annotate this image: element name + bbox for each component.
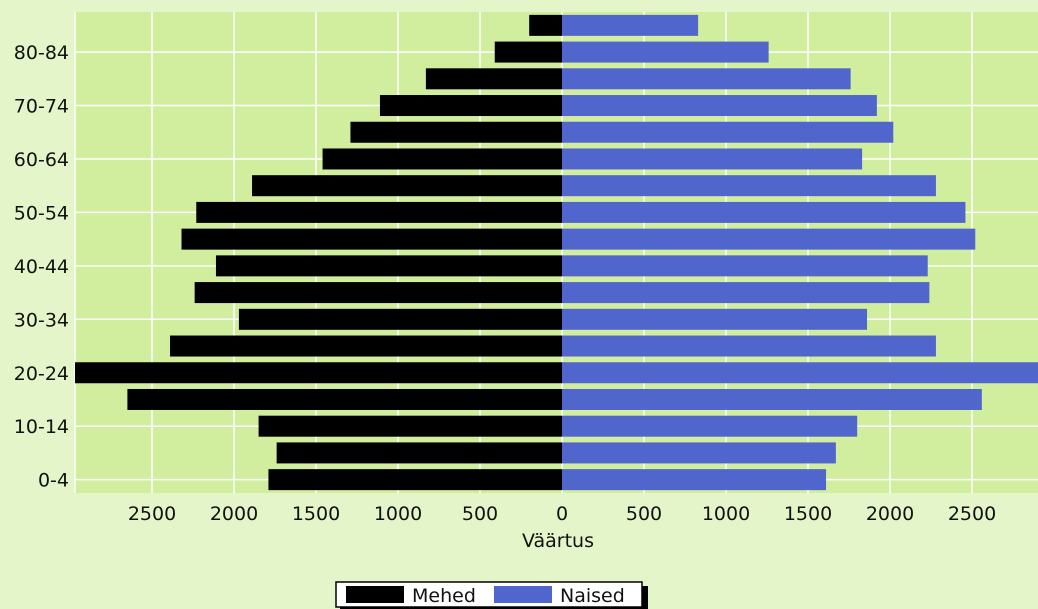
bar-mehed-30-34 bbox=[238, 308, 563, 330]
bar-naised-75-79 bbox=[562, 68, 851, 90]
bar-naised-60-64 bbox=[562, 148, 863, 170]
bar-naised-5-9 bbox=[562, 442, 836, 464]
legend: Mehed Naised bbox=[335, 581, 648, 609]
x-tick-label: 2000 bbox=[210, 503, 258, 525]
bar-naised-70-74 bbox=[562, 95, 877, 117]
y-tick-label: 0-4 bbox=[38, 470, 69, 492]
bar-naised-85+ bbox=[562, 14, 699, 36]
legend-label-naised: Naised bbox=[560, 585, 625, 607]
bar-naised-30-34 bbox=[562, 308, 868, 330]
x-tick-label: 500 bbox=[462, 503, 498, 525]
x-tick-label: 2500 bbox=[128, 503, 176, 525]
bar-naised-0-4 bbox=[562, 469, 827, 491]
bar-mehed-80-84 bbox=[494, 41, 562, 63]
bar-naised-25-29 bbox=[562, 335, 936, 357]
bar-naised-40-44 bbox=[562, 255, 928, 277]
bar-naised-35-39 bbox=[562, 282, 930, 304]
bar-naised-20-24 bbox=[562, 362, 1038, 384]
bar-naised-55-59 bbox=[562, 175, 936, 197]
bar-mehed-85+ bbox=[529, 14, 562, 36]
legend-swatch-mehed bbox=[346, 586, 404, 603]
bar-naised-65-69 bbox=[562, 121, 894, 143]
y-tick-label: 20-24 bbox=[14, 363, 69, 385]
y-tick-label: 10-14 bbox=[14, 416, 69, 438]
bar-mehed-70-74 bbox=[379, 95, 562, 117]
y-tick-label: 70-74 bbox=[14, 96, 69, 118]
x-tick-label: 1000 bbox=[702, 503, 750, 525]
bar-mehed-45-49 bbox=[181, 228, 562, 250]
bar-naised-50-54 bbox=[562, 201, 966, 223]
legend-swatch-naised bbox=[494, 586, 552, 603]
bar-mehed-65-69 bbox=[350, 121, 562, 143]
x-tick-label: 500 bbox=[626, 503, 662, 525]
y-tick-label: 80-84 bbox=[14, 42, 69, 64]
x-tick-label: 2000 bbox=[866, 503, 914, 525]
x-axis: 2500 2000 1500 1000 500 0 500 1000 1500 2000 2500 bbox=[128, 503, 996, 525]
y-tick-label: 50-54 bbox=[14, 202, 69, 224]
x-axis-title: Väärtus bbox=[522, 530, 594, 552]
bar-mehed-10-14 bbox=[258, 415, 562, 437]
bar-naised-15-19 bbox=[562, 388, 982, 410]
y-tick-label: 60-64 bbox=[14, 149, 69, 171]
x-tick-label: 1500 bbox=[292, 503, 340, 525]
bar-mehed-15-19 bbox=[127, 388, 563, 410]
bars bbox=[75, 14, 1038, 491]
bar-mehed-40-44 bbox=[215, 255, 562, 277]
bar-mehed-25-29 bbox=[170, 335, 563, 357]
bar-mehed-0-4 bbox=[268, 469, 562, 491]
plot-area bbox=[75, 12, 1038, 493]
bar-mehed-75-79 bbox=[425, 68, 562, 90]
bar-mehed-20-24 bbox=[75, 362, 562, 384]
x-tick-label: 0 bbox=[556, 503, 568, 525]
x-tick-label: 1000 bbox=[374, 503, 422, 525]
bar-mehed-55-59 bbox=[252, 175, 563, 197]
legend-label-mehed: Mehed bbox=[412, 585, 476, 607]
bar-mehed-60-64 bbox=[322, 148, 562, 170]
y-tick-label: 40-44 bbox=[14, 256, 69, 278]
bar-mehed-50-54 bbox=[196, 201, 562, 223]
x-tick-label: 1500 bbox=[784, 503, 832, 525]
y-axis: 0-4 10-14 20-24 30-34 40-44 50-54 60-64 70-74 80… bbox=[14, 42, 69, 492]
bar-naised-80-84 bbox=[562, 41, 769, 63]
bar-naised-45-49 bbox=[562, 228, 976, 250]
bar-mehed-5-9 bbox=[276, 442, 562, 464]
bar-naised-10-14 bbox=[562, 415, 858, 437]
y-tick-label: 30-34 bbox=[14, 309, 69, 331]
x-tick-label: 2500 bbox=[948, 503, 996, 525]
bar-mehed-35-39 bbox=[194, 282, 562, 304]
